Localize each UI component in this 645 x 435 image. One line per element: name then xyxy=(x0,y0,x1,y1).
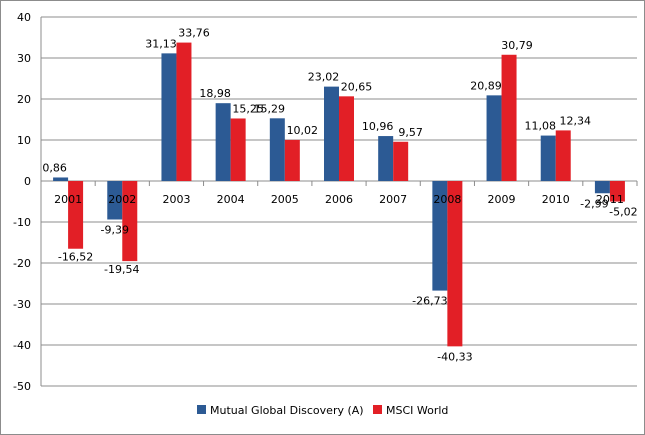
y-tick-label: -50 xyxy=(13,380,31,393)
data-label-mutual-global-discovery: 10,96 xyxy=(362,120,394,133)
data-label-mutual-global-discovery: 11,08 xyxy=(524,120,556,133)
y-tick-label: 40 xyxy=(17,11,31,24)
bar-msci-world-2004 xyxy=(230,118,246,181)
x-tick-label: 2007 xyxy=(379,193,407,206)
data-label-mutual-global-discovery: -2,99 xyxy=(580,197,608,210)
data-label-mutual-global-discovery: 23,02 xyxy=(308,71,340,84)
bar-msci-world-2011 xyxy=(609,181,625,202)
data-label-msci-world: -5,02 xyxy=(609,206,637,219)
legend-msci-world-label: MSCI World xyxy=(386,404,448,417)
data-label-msci-world: 10,02 xyxy=(287,124,319,137)
bar-mutual-global-discovery-2001 xyxy=(53,177,69,181)
x-tick-label: 2009 xyxy=(488,193,516,206)
data-label-msci-world: 15,25 xyxy=(232,102,264,115)
bar-mutual-global-discovery-2010 xyxy=(540,135,556,181)
bar-msci-world-2001 xyxy=(68,181,84,249)
data-label-msci-world: 9,57 xyxy=(398,126,423,139)
data-label-mutual-global-discovery: 31,13 xyxy=(145,37,177,50)
y-tick-label: 0 xyxy=(24,175,31,188)
bar-mutual-global-discovery-2011 xyxy=(594,181,610,194)
x-tick-label: 2008 xyxy=(433,193,461,206)
bar-mutual-global-discovery-2002 xyxy=(107,181,123,220)
x-tick-label: 2010 xyxy=(542,193,570,206)
data-label-msci-world: -16,52 xyxy=(58,251,93,264)
y-tick-label: -40 xyxy=(13,339,31,352)
x-tick-label: 2004 xyxy=(217,193,245,206)
bar-msci-world-2008 xyxy=(447,181,463,347)
y-tick-label: 30 xyxy=(17,52,31,65)
data-label-mutual-global-discovery: -9,39 xyxy=(101,223,129,236)
bar-msci-world-2002 xyxy=(122,181,138,262)
data-label-msci-world: 33,76 xyxy=(178,27,210,40)
bar-msci-world-2007 xyxy=(393,141,409,181)
data-label-msci-world: 12,34 xyxy=(559,114,591,127)
x-tick-label: 2002 xyxy=(108,193,136,206)
x-tick-label: 2011 xyxy=(596,193,624,206)
bar-mutual-global-discovery-2003 xyxy=(161,53,177,181)
bar-mutual-global-discovery-2006 xyxy=(324,86,339,181)
bar-mutual-global-discovery-2007 xyxy=(378,136,394,181)
data-label-msci-world: 30,79 xyxy=(501,39,533,52)
y-tick-label: 10 xyxy=(17,134,31,147)
data-label-msci-world: 20,65 xyxy=(341,80,373,93)
y-tick-label: -10 xyxy=(13,216,31,229)
bar-mutual-global-discovery-2008 xyxy=(432,181,448,291)
bar-msci-world-2006 xyxy=(339,96,354,181)
x-tick-label: 2001 xyxy=(54,193,82,206)
y-tick-label: 20 xyxy=(17,93,31,106)
bar-mutual-global-discovery-2004 xyxy=(215,103,231,181)
data-label-msci-world: -40,33 xyxy=(437,350,472,363)
data-label-mutual-global-discovery: 18,98 xyxy=(199,87,231,100)
x-tick-label: 2005 xyxy=(271,193,299,206)
data-label-mutual-global-discovery: 20,89 xyxy=(470,79,502,92)
legend-mutual-global-discovery-swatch xyxy=(197,405,206,414)
bar-msci-world-2003 xyxy=(176,42,192,181)
data-label-msci-world: -19,54 xyxy=(104,263,139,276)
bar-mutual-global-discovery-2005 xyxy=(269,118,285,181)
bar-msci-world-2009 xyxy=(501,54,517,181)
x-tick-label: 2003 xyxy=(162,193,190,206)
bar-msci-world-2005 xyxy=(284,139,300,181)
data-label-mutual-global-discovery: 0,86 xyxy=(42,161,67,174)
y-tick-label: -30 xyxy=(13,298,31,311)
data-label-mutual-global-discovery: 15,29 xyxy=(254,102,286,115)
x-tick-label: 2006 xyxy=(325,193,353,206)
data-label-mutual-global-discovery: -26,73 xyxy=(412,295,447,308)
bar-msci-world-2010 xyxy=(555,130,571,181)
legend-msci-world-swatch xyxy=(373,405,382,414)
y-tick-label: -20 xyxy=(13,257,31,270)
bar-mutual-global-discovery-2009 xyxy=(486,95,502,181)
legend-mutual-global-discovery-label: Mutual Global Discovery (A) xyxy=(210,404,364,417)
